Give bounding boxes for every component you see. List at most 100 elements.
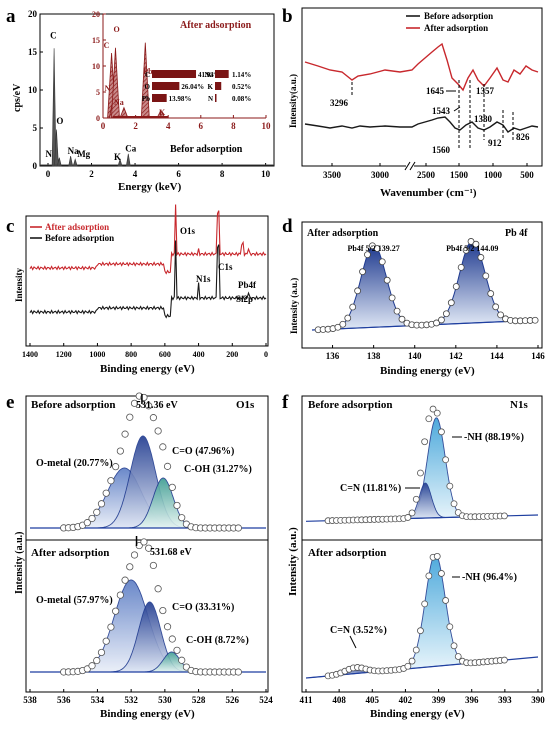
data-point <box>447 299 455 307</box>
data-point <box>349 303 357 311</box>
ytick-label: 20 <box>28 9 38 19</box>
panel-e-plot <box>30 392 266 676</box>
panel-d: d Intensity (a.u.) Binding energy (eV) A… <box>282 216 545 377</box>
xtick-label: 8 <box>220 169 225 179</box>
panel-f: f Intensity (a.u.) Binding energy (eV) N… <box>282 392 545 720</box>
xtick-label: 138 <box>367 351 381 361</box>
data-point <box>425 572 433 580</box>
peak-label-Pb4f: Pb4f <box>238 280 257 290</box>
panel-d-plot <box>311 238 539 334</box>
panel-f-xtick-tick-label: 405 <box>366 695 380 705</box>
data-point <box>425 415 433 423</box>
data-point <box>404 514 412 521</box>
panel-b-xticks: 3500 3000 2500 1500 1000 500 <box>323 163 534 180</box>
peak-label-Na: Na <box>68 146 79 156</box>
component-label: C=O (47.96%) <box>172 446 234 457</box>
xtick-label: 3500 <box>323 170 342 180</box>
table-element: O <box>145 83 151 91</box>
data-point <box>417 627 424 635</box>
peak-label-1543: 1543 <box>432 106 451 116</box>
before-adsorption-spectrum <box>304 116 539 133</box>
panel-c-peak-labels: O1s C1s N1s Pb4f Si2p <box>180 226 257 304</box>
data-point <box>130 399 139 407</box>
data-point <box>126 563 134 571</box>
data-point <box>408 657 416 665</box>
data-point <box>457 263 465 271</box>
data-point <box>472 240 480 248</box>
table-element: Na <box>204 71 213 79</box>
component-label: C=N (3.52%) <box>330 625 387 636</box>
panel-c: c Intensity Binding energy (eV) 1400 1200… <box>6 204 269 375</box>
data-point <box>130 551 139 559</box>
inset-ytick-label: 15 <box>92 36 100 45</box>
data-point <box>163 623 172 631</box>
panel-e-xtick-tick-label: 536 <box>57 695 71 705</box>
data-point <box>112 607 120 615</box>
inset-title: After adsorption <box>180 20 252 31</box>
data-point <box>450 500 458 508</box>
panel-b-ylabel: Intensity(a.u.) <box>288 74 298 128</box>
panel-c-spectra <box>29 204 267 319</box>
panel-e-element: O1s <box>236 399 255 411</box>
panel-e-xtick-tick-label: 528 <box>192 695 206 705</box>
inset-peak-label-Pb: Pb <box>143 67 153 76</box>
data-point <box>234 668 242 676</box>
legend-label-before: Before adsorption <box>45 233 114 243</box>
inset-xticks: 0 2 4 6 8 10 <box>101 115 271 131</box>
panel-c-frame <box>25 215 269 347</box>
data-point <box>168 483 176 491</box>
data-point <box>359 268 366 276</box>
panel-b-peak-labels: 3296 1645 1543 1357 1560 1380 912 826 <box>330 86 530 155</box>
data-point <box>178 514 186 522</box>
panel-a-ylabel: cps/eV <box>12 83 23 112</box>
axis-break-mark <box>409 161 416 171</box>
data-point <box>477 254 485 261</box>
data-point <box>446 623 454 631</box>
panel-d-title: After adsorption <box>307 228 379 239</box>
arrow-1543 <box>453 106 461 112</box>
panel-f-xtick-tick-label: 390 <box>531 695 545 705</box>
data-point <box>501 656 508 664</box>
peak-label-826: 826 <box>516 132 530 142</box>
ytick-label: 0 <box>33 161 38 171</box>
panel-f-ylabel: Intensity (a.u.) <box>287 527 299 596</box>
data-point <box>531 316 539 324</box>
component-label: C-OH (8.72%) <box>186 635 249 646</box>
xtick-label: 0 <box>46 169 51 179</box>
data-point <box>501 512 508 520</box>
ytick-label: 15 <box>28 47 38 57</box>
data-point <box>154 427 162 435</box>
legend-label-before: Before adsorption <box>424 11 493 21</box>
data-point <box>121 430 129 438</box>
panel-b-frame <box>301 7 543 167</box>
legend-label-after: After adsorption <box>424 23 488 33</box>
data-point <box>149 561 157 570</box>
peak-energy-top: 531.36 eV <box>136 400 178 411</box>
panel-letter-c: c <box>6 216 14 237</box>
data-point <box>433 552 441 560</box>
table-bar <box>152 70 197 78</box>
panel-b-spectra <box>304 42 539 150</box>
table-value: 1.14% <box>232 71 251 79</box>
peak-label-O1s: O1s <box>180 226 196 236</box>
panel-c-xtick-tick-label: 800 <box>125 350 137 359</box>
data-point <box>88 662 96 670</box>
data-point <box>378 258 386 266</box>
data-point <box>421 600 429 608</box>
panel-e-xlabel: Binding energy (eV) <box>100 708 195 720</box>
data-point <box>112 463 120 471</box>
panel-b-xlabel: Wavenumber (cm⁻¹) <box>380 187 477 199</box>
data-point <box>140 538 148 546</box>
panel-d-frame <box>301 221 543 349</box>
data-point <box>393 307 401 315</box>
inset-yticks: 0 5 10 15 20 <box>92 10 106 123</box>
inset-ytick-label: 20 <box>92 10 100 19</box>
table-value: 0.08% <box>232 95 251 103</box>
inset-peak-label-Na: Na <box>114 98 124 107</box>
peak-label-1645: 1645 <box>426 86 445 96</box>
table-bar <box>215 70 229 78</box>
panel-c-xtick-tick-label: 1000 <box>89 350 105 359</box>
